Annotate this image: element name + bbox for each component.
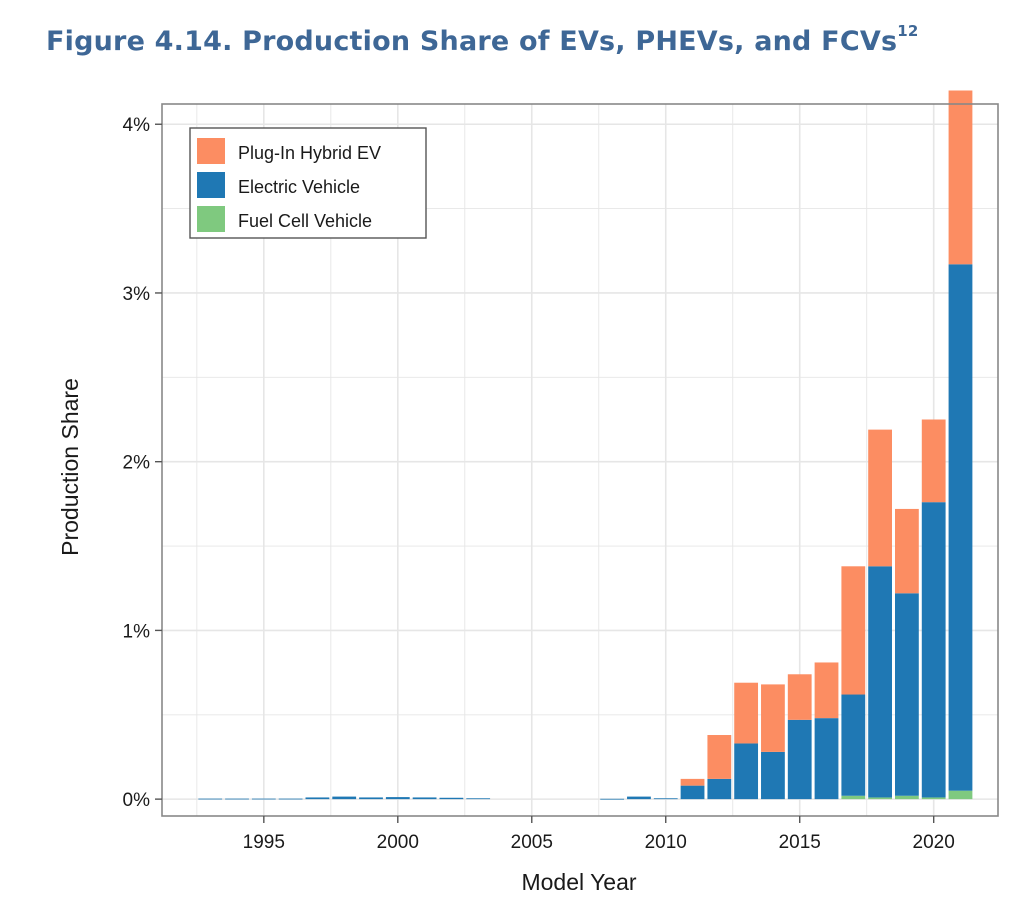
y-tick-label: 1%	[123, 621, 151, 642]
footnote-marker: 12	[897, 22, 919, 40]
bar-plug-in-hybrid-ev-2015	[787, 674, 812, 720]
x-tick-label: 2010	[645, 832, 687, 853]
bar-plug-in-hybrid-ev-2021	[948, 90, 973, 265]
bar-electric-vehicle-1998	[332, 796, 357, 800]
x-tick-label: 1995	[243, 832, 285, 853]
legend-swatch-phev	[197, 138, 225, 164]
legend-box	[189, 127, 427, 239]
plot-frame	[161, 103, 999, 817]
bar-electric-vehicle-2001	[412, 797, 437, 800]
bar-electric-vehicle-2018	[868, 566, 892, 798]
bar-electric-vehicle-1995	[251, 798, 276, 800]
bar-electric-vehicle-2002	[439, 797, 464, 800]
bar-electric-vehicle-1996	[278, 798, 303, 800]
bar-plug-in-hybrid-ev-2012	[707, 735, 732, 779]
y-axis-title: Production Share	[57, 378, 83, 556]
legend-label-phev: Plug-In Hybrid EV	[238, 143, 381, 163]
y-tick-label: 4%	[123, 115, 151, 136]
bar-electric-vehicle-2012	[707, 778, 732, 800]
bar-plug-in-hybrid-ev-2019	[895, 508, 919, 594]
bar-electric-vehicle-2019	[895, 593, 919, 796]
legend-swatch-fcv	[197, 206, 225, 232]
bar-electric-vehicle-2016	[814, 718, 839, 800]
bar-electric-vehicle-1999	[359, 797, 383, 800]
legend-label-fcv: Fuel Cell Vehicle	[238, 211, 372, 231]
x-axis-ticks: 1995 2000 2005 2010 2015 2020	[243, 816, 955, 853]
bar-electric-vehicle-1994	[225, 798, 249, 800]
bar-electric-vehicle-2021	[948, 264, 973, 791]
bar-plug-in-hybrid-ev-2017	[841, 566, 866, 695]
legend-label-ev: Electric Vehicle	[238, 177, 360, 197]
bar-fuel-cell-vehicle-2018	[868, 797, 892, 800]
x-tick-label: 2015	[779, 832, 821, 853]
figure-title: Figure 4.14. Production Share of EVs, PH…	[46, 22, 919, 57]
bar-plug-in-hybrid-ev-2013	[734, 682, 759, 744]
bar-plug-in-hybrid-ev-2011	[680, 778, 705, 786]
bar-electric-vehicle-2020	[921, 502, 946, 798]
legend: Plug-In Hybrid EV Electric Vehicle Fuel …	[189, 127, 427, 239]
y-tick-label: 3%	[123, 284, 151, 305]
bar-electric-vehicle-2003	[466, 798, 491, 800]
bar-fuel-cell-vehicle-2021	[948, 790, 973, 800]
bar-electric-vehicle-2000	[385, 797, 410, 800]
figure-title-text: Figure 4.14. Production Share of EVs, PH…	[46, 26, 898, 57]
bar-electric-vehicle-1997	[305, 797, 330, 800]
bar-electric-vehicle-2014	[761, 751, 785, 800]
bar-fuel-cell-vehicle-2020	[921, 797, 946, 800]
bar-plug-in-hybrid-ev-2018	[868, 429, 892, 567]
bar-electric-vehicle-2017	[841, 694, 866, 796]
bar-electric-vehicle-1993	[198, 798, 223, 800]
bar-electric-vehicle-2008	[600, 798, 625, 800]
bars	[198, 90, 973, 800]
x-tick-label: 2000	[377, 832, 419, 853]
bar-electric-vehicle-2013	[734, 743, 759, 800]
y-axis-ticks: 0% 1% 2% 3% 4%	[123, 115, 162, 811]
x-tick-label: 2005	[511, 832, 553, 853]
bar-plug-in-hybrid-ev-2020	[921, 419, 946, 503]
legend-swatch-ev	[197, 172, 225, 198]
bar-electric-vehicle-2009	[627, 796, 651, 800]
bar-electric-vehicle-2010	[653, 798, 678, 800]
x-axis-title: Model Year	[521, 869, 636, 895]
bar-plug-in-hybrid-ev-2016	[814, 662, 839, 719]
bar-electric-vehicle-2011	[680, 785, 705, 800]
x-tick-label: 2020	[913, 832, 955, 853]
y-tick-label: 2%	[123, 453, 151, 474]
bar-electric-vehicle-2015	[787, 719, 812, 800]
bar-plug-in-hybrid-ev-2014	[761, 684, 785, 752]
y-tick-label: 0%	[123, 790, 151, 811]
bar-fuel-cell-vehicle-2019	[895, 795, 919, 800]
bar-fuel-cell-vehicle-2017	[841, 795, 866, 800]
